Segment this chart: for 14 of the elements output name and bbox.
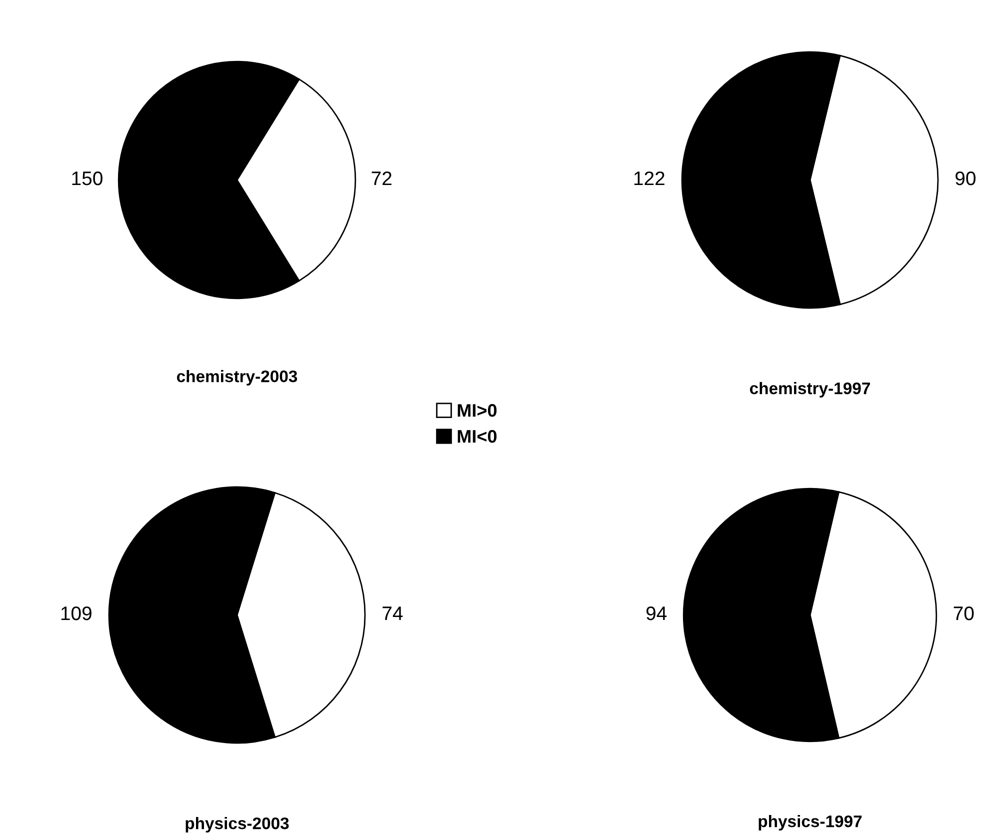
legend-label: MI<0 [458,430,497,443]
text: physics-2003 [186,817,289,833]
data-label: 122 [634,171,664,186]
data-label: 94 [646,606,667,620]
data-label: 109 [61,606,92,620]
data-label: 72 [372,171,392,186]
text: chemistry-1997 [750,382,870,398]
data-label: 70 [954,606,974,620]
text: physics-1997 [758,815,862,831]
data-label: 90 [956,171,976,186]
text: chemistry-2003 [176,370,298,386]
data-label: 150 [72,171,102,186]
legend-label: MI>0 [458,404,497,417]
data-label: 74 [382,606,403,620]
